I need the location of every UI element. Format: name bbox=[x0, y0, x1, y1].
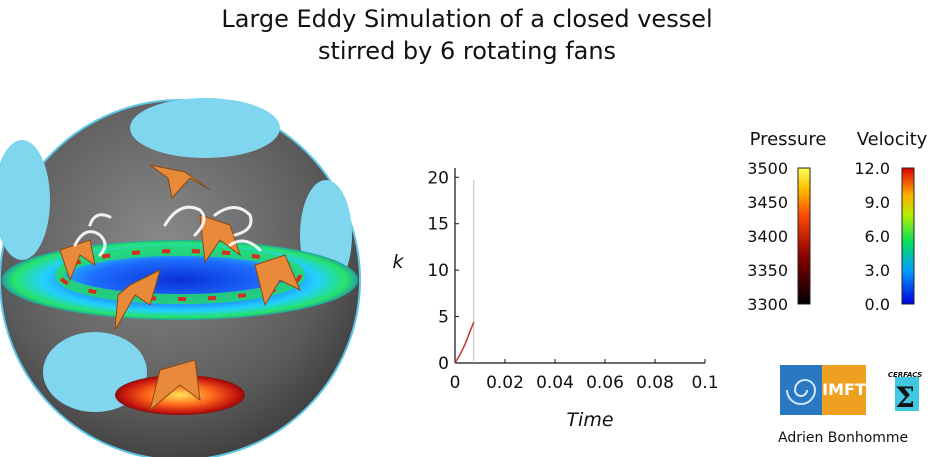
fan-right bbox=[254, 254, 301, 307]
cerfacs-logo-text: CERFACS bbox=[888, 371, 922, 379]
y-tick-label: 10 bbox=[427, 261, 449, 281]
pressure-tick-labels: 3500 3450 3400 3350 3300 bbox=[747, 159, 788, 314]
colorbar-tick-label: 12.0 bbox=[854, 159, 890, 178]
k-series-line bbox=[454, 321, 475, 364]
port-top bbox=[130, 98, 280, 158]
x-tick-label: 0.08 bbox=[636, 373, 674, 393]
colorbar-tick-label: 3300 bbox=[747, 295, 788, 314]
equator-hotspots bbox=[58, 249, 302, 301]
colorbar-tick-label: 3.0 bbox=[865, 261, 890, 280]
pressure-colorbar bbox=[797, 167, 811, 305]
colorbar-tick-label: 3350 bbox=[747, 261, 788, 280]
y-axis-label: k bbox=[392, 251, 404, 273]
imft-logo: IMFT bbox=[780, 365, 866, 415]
fan-center bbox=[114, 269, 161, 331]
x-tick-labels: 0 0.02 0.04 0.06 0.08 0.1 bbox=[450, 359, 719, 393]
fan-top bbox=[149, 164, 211, 200]
vortex-3 bbox=[213, 206, 253, 237]
x-tick-label: 0.02 bbox=[486, 373, 524, 393]
colorbar-tick-label: 6.0 bbox=[865, 227, 890, 246]
vortex-2 bbox=[163, 205, 206, 237]
x-tick-label: 0.06 bbox=[586, 373, 624, 393]
port-left bbox=[0, 140, 50, 260]
vessel-visualization bbox=[0, 98, 361, 457]
vortex-1 bbox=[73, 230, 107, 257]
velocity-colorbar bbox=[901, 167, 915, 305]
colorbar-tick-label: 0.0 bbox=[865, 295, 890, 314]
colorbar-legends: Pressure Velocity 3500 3450 3400 3350 3300 1… bbox=[747, 129, 928, 314]
colorbar-tick-label: 3500 bbox=[747, 159, 788, 178]
chart-axes bbox=[454, 168, 705, 364]
y-tick-label: 5 bbox=[438, 308, 449, 328]
fan-bottom bbox=[149, 359, 201, 412]
pressure-legend-title: Pressure bbox=[750, 129, 827, 150]
cerfacs-logo: Σ CERFACS bbox=[888, 371, 922, 413]
colorbar-tick-label: 3450 bbox=[747, 193, 788, 212]
title-line-2: stirred by 6 rotating fans bbox=[317, 37, 617, 65]
y-tick-label: 15 bbox=[427, 215, 449, 235]
series-layer bbox=[454, 180, 475, 364]
velocity-tick-labels: 12.0 9.0 6.0 3.0 0.0 bbox=[854, 159, 890, 314]
x-tick-label: 0.04 bbox=[536, 373, 574, 393]
imft-logo-text: IMFT bbox=[822, 380, 866, 399]
title-line-1: Large Eddy Simulation of a closed vessel bbox=[221, 5, 713, 33]
fan-upper-right bbox=[199, 214, 241, 264]
k-time-chart: 0 0.02 0.04 0.06 0.08 0.1 0 5 10 15 20 Time k bbox=[392, 168, 719, 431]
velocity-legend-title: Velocity bbox=[857, 129, 928, 150]
svg-text:Σ: Σ bbox=[895, 381, 915, 413]
y-tick-labels: 0 5 10 15 20 bbox=[427, 168, 459, 374]
y-tick-label: 0 bbox=[438, 354, 449, 374]
fan-left bbox=[59, 239, 96, 282]
vortex-5 bbox=[88, 213, 112, 227]
x-tick-label: 0 bbox=[450, 373, 461, 393]
vortex-4 bbox=[228, 239, 262, 252]
y-tick-label: 20 bbox=[427, 168, 449, 188]
x-tick-label: 0.1 bbox=[691, 373, 718, 393]
colorbar-tick-label: 9.0 bbox=[865, 193, 890, 212]
author-name: Adrien Bonhomme bbox=[778, 430, 909, 446]
colorbar-tick-label: 3400 bbox=[747, 227, 788, 246]
bottom-disc bbox=[115, 375, 245, 415]
x-axis-label: Time bbox=[566, 409, 613, 431]
